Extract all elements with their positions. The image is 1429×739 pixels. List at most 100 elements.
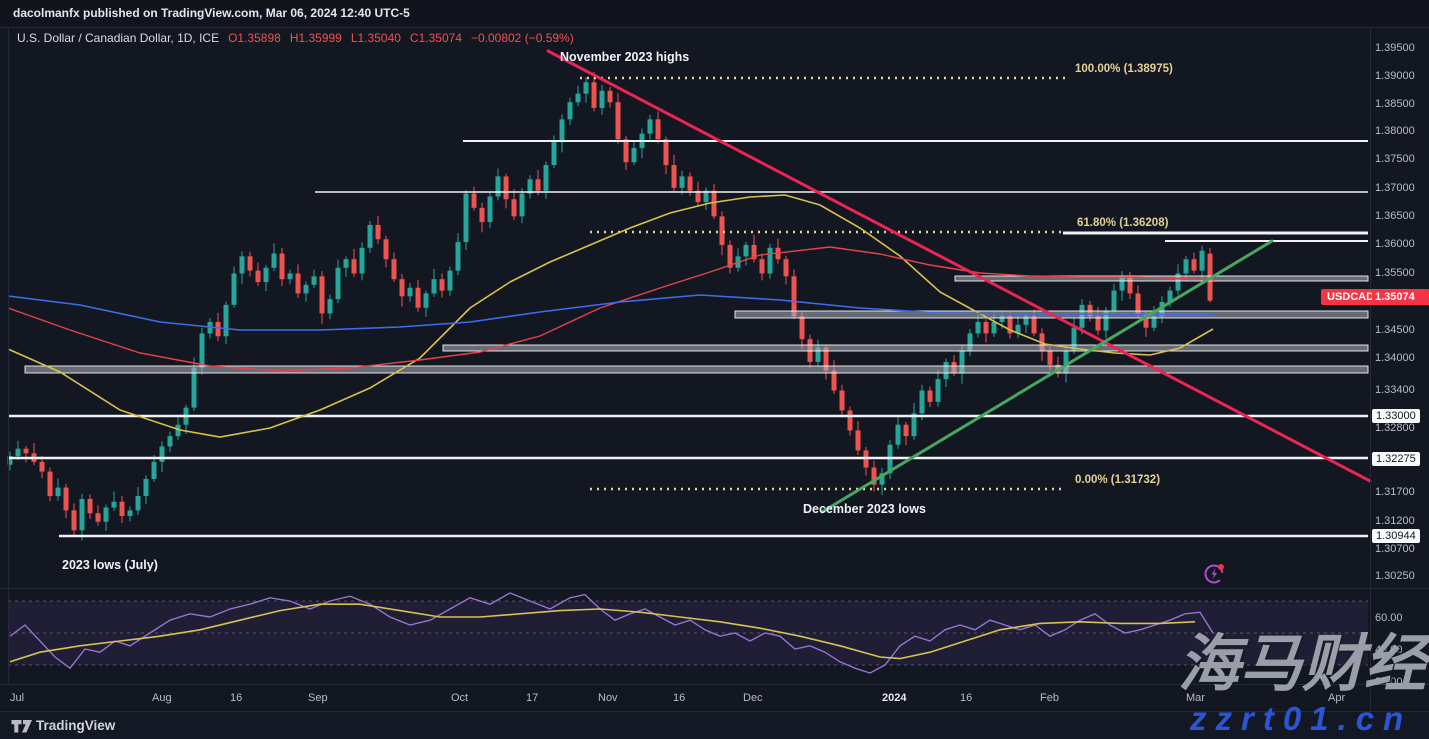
price-axis-label: 1.34500 — [1375, 324, 1415, 336]
candle-body — [255, 270, 261, 283]
candle-body — [647, 119, 653, 134]
candle-body — [479, 207, 485, 223]
candle-body — [15, 448, 21, 457]
candle-body — [959, 350, 965, 374]
candle-body — [727, 244, 733, 268]
time-axis-label: Mar — [1186, 692, 1205, 704]
symbol-info-bar[interactable]: U.S. Dollar / Canadian Dollar, 1D, ICE O… — [17, 31, 574, 45]
time-axis-label: 16 — [230, 692, 243, 704]
pane-separator[interactable] — [0, 588, 1429, 589]
candle-body — [719, 216, 725, 245]
indicator-axis-label: 60.00 — [1375, 612, 1403, 624]
candle-body — [367, 224, 373, 248]
candle-body — [839, 390, 845, 411]
candle-body — [447, 270, 453, 291]
left-border — [8, 27, 9, 684]
ohlc-open: O1.35898 — [228, 31, 281, 45]
candle-body — [471, 193, 477, 208]
candle-body — [1175, 273, 1181, 291]
candle-body — [111, 501, 117, 508]
candle-body — [711, 190, 717, 217]
candle-body — [151, 461, 157, 479]
price-axis-label: 1.39500 — [1375, 42, 1415, 54]
price-axis-label: 1.37500 — [1375, 153, 1415, 165]
price-axis-label: 1.30944 — [1372, 529, 1420, 543]
candle-body — [23, 448, 29, 454]
candle-body — [431, 279, 437, 294]
publisher-bar — [0, 0, 1429, 28]
time-axis-label: 16 — [960, 692, 973, 704]
candle-body — [119, 501, 125, 517]
price-zone — [442, 344, 1369, 352]
ohlc-close: C1.35074 — [409, 31, 462, 45]
candle-body — [295, 273, 301, 294]
candle-body — [1135, 293, 1141, 314]
fib-label-0: 0.00% (1.31732) — [1075, 474, 1161, 486]
candle-body — [191, 367, 197, 408]
candle-body — [343, 259, 349, 268]
price-axis-label: 1.31200 — [1375, 515, 1415, 527]
candle-body — [1095, 316, 1101, 331]
candle-body — [599, 90, 605, 108]
candle-body — [655, 119, 661, 140]
ohlc-change: −0.00802 (−0.59%) — [470, 31, 574, 45]
time-axis-label: Jul — [10, 692, 25, 704]
ma-red-line — [7, 246, 1216, 372]
candle-body — [567, 102, 573, 120]
candle-body — [1167, 290, 1173, 303]
candle-body — [767, 247, 773, 274]
candle-body — [199, 333, 205, 368]
candle-body — [1103, 310, 1109, 331]
publisher-text: dacolmanfx published on TradingView.com,… — [13, 6, 410, 20]
candle-body — [527, 179, 533, 194]
candle-body — [167, 436, 173, 447]
candle-body — [375, 224, 381, 240]
time-axis-label: Nov — [598, 692, 618, 704]
candle-body — [911, 413, 917, 437]
candle-body — [511, 199, 517, 217]
candle-body — [95, 513, 101, 522]
watermark-url: zzrt01.cn — [1190, 700, 1413, 737]
candle-body — [327, 299, 333, 314]
candle-body — [1031, 316, 1037, 334]
indicator-axis-label: 20.00 — [1375, 676, 1403, 688]
candle-body — [135, 496, 141, 511]
last-price-badge: 1.35074 — [1372, 289, 1429, 305]
ohlc-high: H1.35999 — [289, 31, 342, 45]
tradingview-logo-icon[interactable] — [11, 719, 33, 734]
tradingview-brand[interactable]: TradingView — [36, 718, 116, 733]
candle-body — [759, 259, 765, 274]
candle-body — [631, 147, 637, 163]
candle-body — [519, 193, 525, 217]
candle-body — [1007, 316, 1013, 334]
price-axis-label: 1.33400 — [1375, 384, 1415, 396]
price-axis-label: 1.30250 — [1375, 570, 1415, 582]
candle-body — [463, 193, 469, 243]
watermark-chinese: 海马财经 — [1178, 630, 1427, 699]
candle-body — [231, 273, 237, 305]
notification-dot — [1218, 564, 1224, 570]
symbol-title[interactable]: U.S. Dollar / Canadian Dollar, 1D, ICE — [17, 31, 220, 45]
priceaxis-separator[interactable] — [1370, 27, 1371, 711]
candle-body — [1183, 259, 1189, 274]
candle-body — [1159, 302, 1165, 317]
price-axis-label: 1.39000 — [1375, 70, 1415, 82]
candle-body — [455, 242, 461, 271]
candle-body — [919, 390, 925, 414]
candle-body — [1151, 316, 1157, 328]
candle-body — [503, 176, 509, 200]
annotation-december-lows: December 2023 lows — [803, 502, 926, 516]
price-axis-label: 1.35500 — [1375, 267, 1415, 279]
candle-body — [439, 279, 445, 291]
candle-body — [495, 176, 501, 197]
fib-label-618: 61.80% (1.36208) — [1077, 217, 1169, 229]
candle-body — [751, 244, 757, 260]
candle-body — [671, 165, 677, 188]
candle-body — [551, 142, 557, 166]
ma-yellow-line — [7, 194, 1214, 438]
flash-refresh-icon[interactable] — [1203, 561, 1227, 585]
candle-body — [847, 410, 853, 431]
candle-body — [303, 284, 309, 294]
